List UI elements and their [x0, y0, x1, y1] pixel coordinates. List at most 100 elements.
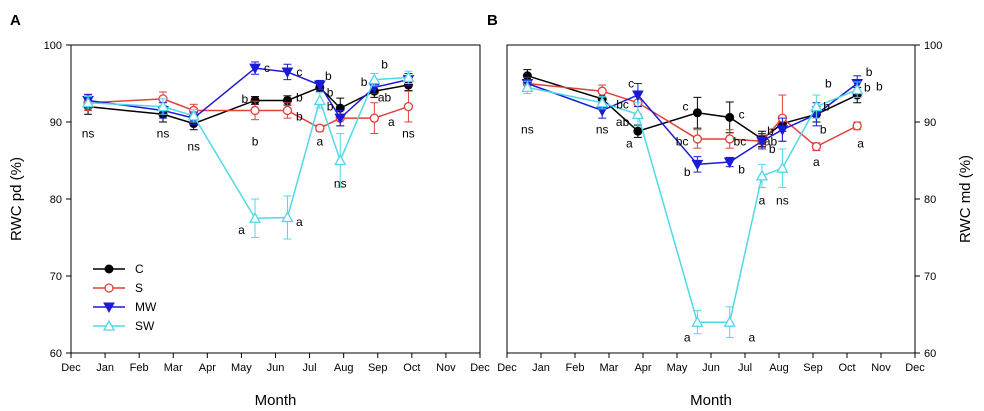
significance-label: b [769, 142, 776, 156]
significance-label: a [316, 134, 323, 148]
significance-label: ns [82, 127, 95, 141]
marker-point [248, 211, 262, 223]
x-tick-label: Jun [267, 362, 285, 374]
x-axis-label: Month [255, 392, 297, 409]
significance-label: b [241, 92, 248, 106]
x-tick-label: Apr [634, 362, 651, 374]
series-mw [82, 61, 415, 127]
marker-point [692, 134, 703, 144]
marker-point [281, 67, 294, 78]
y-tick-label: 100 [44, 40, 62, 52]
significance-label: ns [402, 127, 415, 141]
marker-point [597, 86, 607, 96]
legend-entry-label: SW [135, 319, 155, 333]
x-tick-label: Nov [871, 362, 891, 374]
significance-label: a [388, 115, 395, 129]
significance-label: a [296, 215, 303, 229]
significance-label: b [825, 77, 832, 91]
y-tick-label: 70 [50, 271, 62, 283]
significance-label: b [296, 90, 303, 104]
significance-label: c [264, 61, 270, 75]
y-tick-label: 90 [924, 117, 936, 129]
y-tick-label: 80 [924, 194, 936, 206]
significance-label: b [325, 69, 332, 83]
marker-point [852, 121, 862, 131]
x-tick-label: Dec [470, 362, 490, 374]
marker-point [313, 80, 326, 92]
significance-label: b [361, 75, 368, 89]
marker-point [402, 71, 415, 82]
y-tick-label: 80 [50, 194, 62, 206]
significance-label: bc [616, 97, 629, 111]
marker-point [102, 319, 116, 331]
x-tick-label: Jul [738, 362, 752, 374]
panel-label: B [487, 12, 498, 29]
significance-label: bc [734, 134, 747, 148]
significance-label: b [767, 124, 774, 138]
marker-point [369, 113, 379, 123]
x-tick-label: Oct [838, 362, 855, 374]
significance-label: a [813, 155, 820, 169]
significance-label: b [738, 163, 745, 177]
significance-label: b [684, 165, 691, 179]
x-tick-label: May [231, 362, 252, 374]
significance-label: b [327, 86, 334, 100]
legend-entry-label: S [135, 281, 143, 295]
legend-entry-label: MW [135, 300, 157, 314]
x-tick-label: Dec [61, 362, 81, 374]
marker-point [104, 264, 114, 274]
x-tick-label: Oct [403, 362, 420, 374]
y-tick-label: 70 [924, 271, 936, 283]
x-tick-label: Jan [96, 362, 114, 374]
panel-a: A 60 70 80 90 100 RWC pd (%) Dec Jan Feb Mar Apr May… [8, 12, 490, 409]
marker-point [633, 126, 643, 136]
y-tick-label: 60 [50, 348, 62, 360]
x-tick-label: Sep [368, 362, 388, 374]
marker-point [313, 94, 326, 106]
significance-label: ab [616, 115, 630, 129]
x-tick-label: Nov [436, 362, 456, 374]
x-tick-label: May [667, 362, 688, 374]
significance-label: ns [187, 140, 200, 154]
panel-b: B 60 70 80 90 100 RWC md (%) Dec Jan Feb Mar Apr May… [487, 12, 974, 409]
x-tick-label: Dec [905, 362, 925, 374]
marker-point [691, 315, 704, 327]
significance-label: c [739, 107, 745, 121]
series-sw [521, 80, 864, 339]
series-line [527, 75, 858, 140]
significance-label: c [628, 77, 634, 91]
marker-point [723, 157, 736, 169]
marker-point [250, 105, 260, 116]
significance-label: ns [157, 127, 170, 141]
y-axis-label: RWC pd (%) [8, 157, 25, 241]
significance-label: b [823, 100, 830, 114]
x-tick-label: Apr [199, 362, 216, 374]
marker-point [281, 211, 294, 223]
x-tick-label: Sep [803, 362, 823, 374]
marker-point [334, 113, 347, 125]
x-tick-label: Jan [532, 362, 550, 374]
x-tick-label: Jul [303, 362, 317, 374]
significance-label: c [296, 65, 302, 79]
x-axis-label: Month [690, 392, 732, 409]
marker-point [811, 141, 822, 152]
legend-entry-label: C [135, 262, 144, 276]
x-tick-label: Aug [769, 362, 789, 374]
marker-point [725, 112, 735, 122]
marker-point [725, 134, 735, 144]
marker-point [403, 101, 414, 112]
marker-point [631, 107, 645, 119]
marker-point [249, 63, 261, 75]
significance-label: bc [676, 134, 689, 148]
significance-label: ab [378, 90, 392, 104]
marker-point [521, 81, 534, 92]
x-tick-label: Feb [566, 362, 585, 374]
significance-label: b [820, 123, 827, 137]
significance-label: a [857, 137, 864, 151]
significance-label: ns [776, 194, 789, 208]
marker-point [776, 161, 789, 173]
significance-label: a [748, 331, 755, 345]
significance-label: a [684, 331, 691, 345]
panel-label: A [10, 12, 21, 29]
